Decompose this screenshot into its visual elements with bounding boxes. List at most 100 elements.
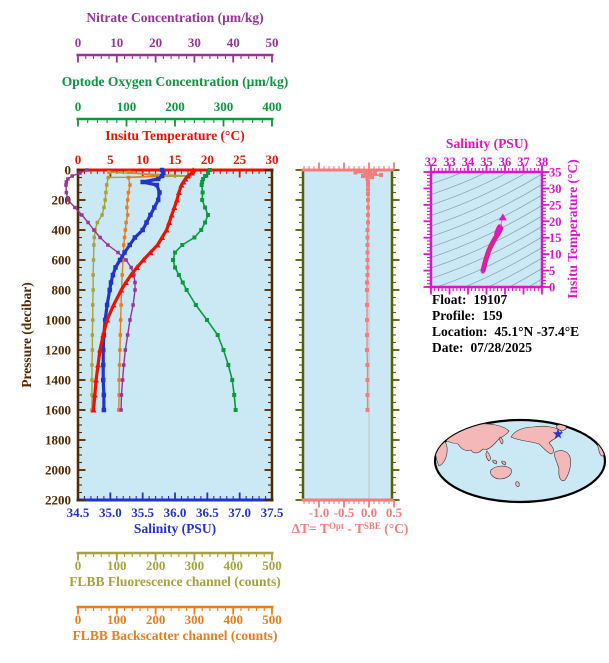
marker [140, 179, 145, 185]
marker [107, 287, 112, 293]
marker [125, 205, 129, 210]
marker [64, 183, 68, 187]
marker [95, 362, 102, 368]
tick-label: 0.0 [361, 505, 377, 520]
delta-t-axis-title: ΔT= TOpt - TSBE (°C) [292, 521, 409, 537]
ts-axis-left [423, 170, 433, 289]
marker [91, 258, 96, 262]
marker [365, 235, 370, 240]
tick-label: 500 [262, 612, 282, 627]
tick-label: 1000 [45, 313, 71, 328]
landmass [492, 459, 498, 465]
marker [365, 408, 370, 412]
landmass [515, 481, 520, 487]
marker [180, 280, 185, 285]
tick-label: 25 [549, 198, 562, 212]
float-position-star [552, 428, 564, 439]
tick-label: 300 [214, 99, 234, 114]
marker [365, 393, 370, 397]
marker [128, 183, 132, 187]
marker [104, 302, 110, 308]
marker [159, 167, 165, 173]
contour-line [431, 215, 542, 269]
landmass [485, 450, 491, 462]
marker [159, 234, 166, 241]
marker [366, 187, 370, 192]
marker [64, 190, 69, 195]
ts-temperature-axis-title: Insitu Temperature (°C) [565, 159, 580, 299]
main-plot-background [78, 170, 272, 500]
marker [86, 220, 90, 225]
marker [148, 212, 153, 218]
marker [361, 174, 365, 178]
tick-label: 400 [52, 223, 72, 238]
marker [154, 182, 160, 188]
marker [366, 198, 370, 202]
delta-t-axis-right [390, 168, 400, 502]
marker [91, 392, 98, 398]
tick-label: 1600 [45, 403, 71, 418]
marker [147, 249, 154, 256]
marker [104, 183, 109, 187]
marker [117, 257, 123, 263]
pressure-axis-right [264, 168, 274, 502]
marker [117, 363, 122, 367]
marker [124, 220, 128, 225]
marker [159, 173, 165, 179]
marker [171, 258, 176, 262]
delta-t-axis-top [301, 162, 395, 172]
tick-label: 37 [517, 155, 530, 169]
backscatter-axis-title: FLBB Backscatter channel (counts) [72, 628, 278, 643]
marker [125, 198, 130, 202]
marker [155, 176, 161, 182]
marker [205, 213, 210, 217]
marker [154, 242, 161, 248]
marker [66, 198, 70, 202]
tick-label: 30 [549, 182, 562, 196]
profile-value: 159 [482, 308, 503, 323]
marker [92, 235, 97, 240]
float-id-value: 19107 [473, 292, 508, 307]
marker [205, 318, 210, 322]
float-metadata: Float: 19107 Profile: 159 Location: 45.1°N … [432, 292, 579, 356]
date-row: Date: 07/28/2025 [432, 340, 579, 356]
marker [128, 318, 132, 322]
marker [64, 180, 69, 184]
nitrate-axis-title: Nitrate Concentration (µm/kg) [86, 10, 264, 25]
float-id-row: Float: 19107 [432, 292, 579, 308]
tick-label: 30 [266, 152, 279, 167]
marker [108, 280, 114, 285]
tick-label: 200 [52, 193, 72, 208]
marker [365, 243, 370, 247]
marker [199, 228, 204, 232]
profile-backscatter [116, 170, 162, 412]
landmass [490, 465, 512, 480]
delta-t-plot-background [303, 170, 392, 500]
tick-label: 1200 [45, 343, 71, 358]
tick-label: 20 [549, 215, 562, 229]
tick-label: 100 [107, 558, 127, 573]
marker [116, 408, 121, 412]
marker [200, 190, 205, 195]
contour-line [431, 172, 510, 206]
marker [180, 243, 185, 247]
marker [373, 171, 377, 176]
marker [199, 183, 204, 187]
marker [370, 175, 374, 180]
marker [496, 228, 500, 232]
marker [119, 408, 123, 412]
tick-label: 25 [233, 152, 247, 167]
tick-label: 200 [146, 612, 166, 627]
marker [101, 407, 107, 413]
marker [102, 205, 106, 210]
tick-label: 200 [146, 558, 166, 573]
contour-line [431, 184, 542, 237]
marker [366, 220, 370, 225]
marker [366, 180, 370, 184]
marker [144, 220, 149, 225]
world-map [433, 418, 607, 504]
marker [122, 235, 127, 240]
marker [127, 242, 132, 248]
nitrate-axis: 0 10 20 30 40 50 [75, 35, 279, 63]
profile-salinity [100, 167, 166, 413]
